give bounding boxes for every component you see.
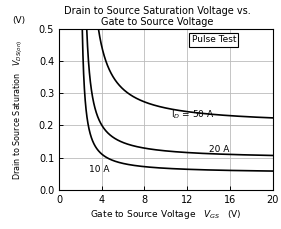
Text: Drain to Source Saturation Voltage vs.: Drain to Source Saturation Voltage vs. [64, 6, 251, 16]
Text: Gate to Source Voltage: Gate to Source Voltage [101, 17, 214, 27]
X-axis label: Gate to Source Voltage   $V_{GS}$   (V): Gate to Source Voltage $V_{GS}$ (V) [90, 208, 242, 221]
Text: Drain to Source Saturation   $V_{DS(on)}$: Drain to Source Saturation $V_{DS(on)}$ [12, 39, 25, 180]
Text: Pulse Test: Pulse Test [192, 35, 236, 44]
Text: (V): (V) [12, 16, 25, 25]
Text: I$_D$ = 50 A: I$_D$ = 50 A [171, 108, 215, 121]
Text: 20 A: 20 A [209, 145, 229, 154]
Text: 10 A: 10 A [89, 165, 109, 174]
